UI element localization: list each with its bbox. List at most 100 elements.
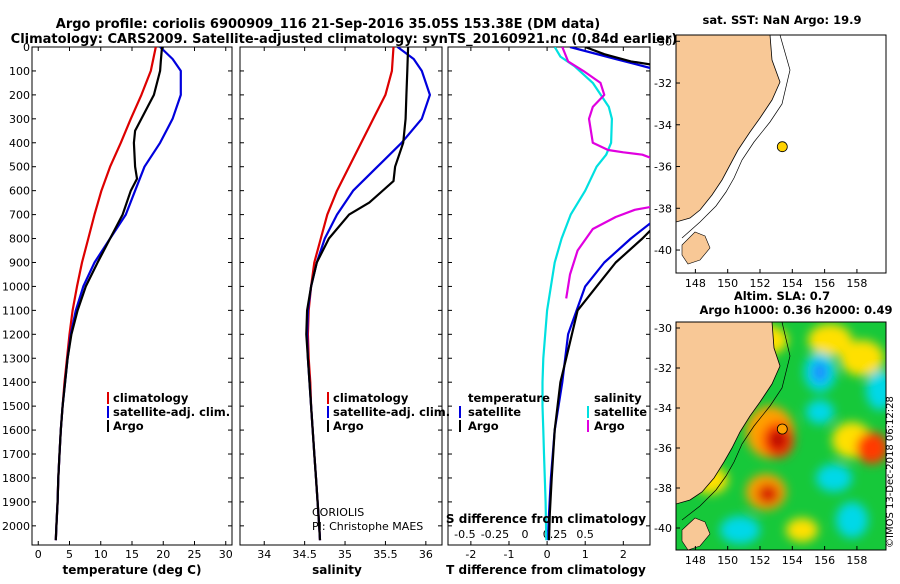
depth-tick-label: 100 (9, 65, 30, 78)
depth-tick-label: 200 (9, 89, 30, 102)
depth-tick-label: 300 (9, 113, 30, 126)
map1-axes: 148 150 152 154 156 158 -30 -32 -34 -36 -38 -40 (654, 35, 867, 290)
map-y-tick-label: -38 (654, 202, 672, 215)
x-tick-label: -1 (503, 548, 514, 561)
depth-tick-label: 1800 (2, 472, 30, 485)
x-tick-label: 15 (125, 548, 139, 561)
s-tick-label: -0.25 (481, 528, 509, 541)
series-line-climatology (306, 47, 395, 541)
map-y-tick-label: -36 (654, 442, 672, 455)
map-y-tick-label: -40 (654, 244, 672, 257)
s-tick-label: -0.5 (454, 528, 475, 541)
map-y-tick-label: -30 (654, 322, 672, 335)
map-x-tick-label: 152 (750, 277, 771, 290)
x-tick-label: -2 (465, 548, 476, 561)
pi-label: PI: Christophe MAES (312, 520, 423, 533)
series-line-argo (305, 47, 410, 541)
tasmania-island (681, 517, 711, 550)
legend-climatology: climatology (333, 391, 409, 405)
depth-tick-label: 1200 (2, 328, 30, 341)
legend-climatology: climatology (113, 391, 189, 405)
legend-argo: Argo (113, 419, 144, 433)
legend-t-satellite: satellite (468, 405, 521, 419)
depth-tick-label: 1900 (2, 496, 30, 509)
difference-lines (541, 47, 650, 541)
depth-tick-label: 1400 (2, 376, 30, 389)
salinity-panel-frame (239, 46, 443, 546)
difference-panel-frame (447, 46, 651, 546)
legend-argo: Argo (333, 419, 364, 433)
map1-title: sat. SST: NaN Argo: 19.9 (702, 13, 861, 27)
depth-tick-label: 2000 (2, 520, 30, 533)
x-tick-label: 5 (66, 548, 73, 561)
sst-map (676, 35, 886, 273)
depth-tick-label: 1000 (2, 280, 30, 293)
s-tick-label: 0 (522, 528, 529, 541)
map-y-tick-label: -40 (654, 522, 672, 535)
legend-s-argo: Argo (594, 419, 625, 433)
x-tick-label: 30 (219, 548, 233, 561)
difference-xlabel: T difference from climatology (446, 563, 646, 577)
depth-tick-label: 1500 (2, 400, 30, 413)
map-y-tick-label: -34 (654, 119, 672, 132)
map-x-tick-label: 154 (782, 554, 803, 567)
x-tick-label: 25 (188, 548, 202, 561)
sst-map-frame (675, 34, 887, 274)
land-mass (676, 35, 781, 223)
salinity-xlabel: salinity (312, 563, 362, 577)
x-tick-label: 36 (419, 548, 433, 561)
map-y-tick-label: -32 (654, 77, 672, 90)
legend-salinity-title: salinity (594, 391, 642, 405)
depth-tick-label: 800 (9, 233, 30, 246)
map-x-tick-label: 156 (814, 554, 835, 567)
map2-axes: 148 150 152 154 156 158 -30 -32 -34 -36 -38 -40 (654, 322, 867, 567)
map-y-tick-label: -36 (654, 161, 672, 174)
depth-tick-label: 500 (9, 161, 30, 174)
depth-tick-label: 1100 (2, 304, 30, 317)
temperature-panel-frame (31, 46, 233, 546)
map-x-tick-label: 154 (782, 277, 803, 290)
series-line-satellite-adj-clim- (54, 47, 182, 541)
salinity-lines (305, 47, 431, 541)
map-y-tick-label: -38 (654, 482, 672, 495)
map-x-tick-label: 148 (685, 277, 706, 290)
temperature-lines (54, 47, 182, 541)
x-tick-label: 35.5 (373, 548, 398, 561)
difference-xlabel-salinity: S difference from climatology (446, 512, 646, 526)
sla-map-frame (675, 321, 887, 551)
depth-tick-label: 700 (9, 209, 30, 222)
isobath-1000m (681, 322, 791, 521)
source-label: CORIOLIS (312, 506, 364, 519)
map-y-tick-label: -30 (654, 35, 672, 48)
x-tick-label: 0 (35, 548, 42, 561)
map-x-tick-label: 158 (846, 554, 867, 567)
map2-subtitle: Argo h1000: 0.36 h2000: 0.49 (699, 303, 892, 317)
float-position-marker (776, 423, 788, 435)
legend-s-satellite: satellite (594, 405, 647, 419)
tasmania-island (681, 231, 711, 265)
x-tick-label: 20 (156, 548, 170, 561)
s-tick-label: 0.5 (576, 528, 594, 541)
legend-temperature-title: temperature (468, 391, 550, 405)
map-x-tick-label: 150 (717, 554, 738, 567)
float-position-marker (776, 141, 788, 153)
series-line-s-satellite (541, 47, 613, 541)
land-mass (676, 322, 781, 505)
map-x-tick-label: 156 (814, 277, 835, 290)
x-tick-label: 0 (544, 548, 551, 561)
map-y-tick-label: -32 (654, 362, 672, 375)
temperature-axis: 0 5 10 15 20 25 30 (35, 47, 233, 561)
isobath-1000m (681, 35, 791, 239)
x-tick-label: 34 (257, 548, 271, 561)
sla-map (676, 322, 886, 550)
series-line-argo (54, 47, 164, 541)
credit-label: ©IMOS 13-Dec-2018 06:12:28 (885, 396, 896, 548)
difference-legend: temperature satellite Argo salinity sate… (459, 391, 647, 433)
difference-axis: -2 -1 0 1 2-0.5 -0.25 0 0.25 0.5 (454, 47, 627, 561)
depth-tick-label: 1700 (2, 448, 30, 461)
temperature-legend: climatology satellite-adj. clim. Argo (107, 391, 230, 433)
depth-tick-label: 600 (9, 185, 30, 198)
legend-satellite: satellite-adj. clim. (113, 405, 230, 419)
map-x-tick-label: 158 (846, 277, 867, 290)
